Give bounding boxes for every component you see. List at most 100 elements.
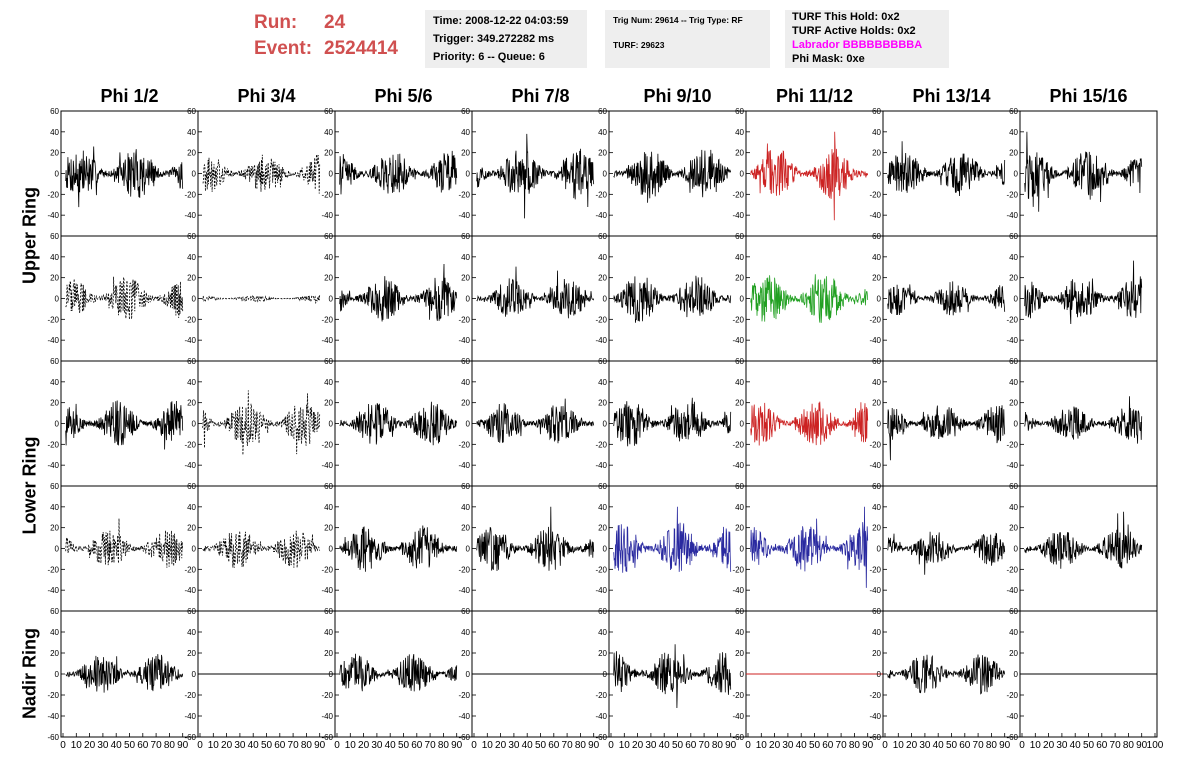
y-tick-label: -20 [732, 691, 744, 700]
y-tick-label: 60 [187, 357, 196, 366]
y-tick-label: 40 [1009, 128, 1018, 137]
y-tick-label: 60 [598, 482, 607, 491]
y-tick-label: 40 [735, 628, 744, 637]
run-label: Run: [254, 12, 298, 33]
waveform-trace [202, 153, 321, 194]
waveform-panel: -40 -20 0 20 40 60 [321, 482, 473, 612]
y-tick-label: -40 [1006, 461, 1018, 470]
x-tick-label: 30 [508, 740, 520, 751]
y-tick-label: 0 [740, 670, 745, 679]
waveform-panel: -40 -20 0 20 40 60 [458, 232, 610, 362]
y-tick-label: -20 [458, 565, 470, 574]
x-tick-label: 10 [71, 740, 83, 751]
waveform-trace [1024, 260, 1143, 325]
y-tick-label: 20 [598, 274, 607, 283]
panel-frame [1019, 110, 1158, 237]
y-tick-label: 60 [187, 232, 196, 241]
y-tick-label: -20 [458, 440, 470, 449]
x-tick-label: 30 [919, 740, 931, 751]
x-tick-label: 80 [438, 740, 450, 751]
y-tick-label: 60 [872, 107, 881, 116]
y-tick-label: 60 [461, 357, 470, 366]
y-tick-label: 40 [872, 253, 881, 262]
x-tick-label: 40 [522, 740, 534, 751]
y-tick-label: 40 [461, 378, 470, 387]
y-tick-label: 40 [50, 378, 59, 387]
y-tick-label: 0 [740, 170, 745, 179]
waveform-panel: -40 -20 0 20 40 60 [595, 482, 747, 612]
x-tick-label: 60 [1096, 740, 1108, 751]
y-tick-label: 0 [466, 545, 471, 554]
y-tick-label: 0 [329, 420, 334, 429]
x-tick-label: 10 [208, 740, 220, 751]
waveform-trace [476, 506, 595, 572]
event-label: Event: [254, 38, 313, 59]
waveform-panel: -60 -40 -20 0 20 40 60 [184, 607, 336, 742]
x-tick-label: 0 [60, 740, 66, 751]
waveform-trace [887, 405, 1006, 461]
y-tick-label: 60 [598, 232, 607, 241]
y-tick-label: 60 [1009, 107, 1018, 116]
waveform-trace [202, 294, 321, 304]
x-tick-label: 0 [882, 740, 888, 751]
waveform-panel: -40 -20 0 20 40 60 [1006, 357, 1158, 487]
x-tick-label: 20 [221, 740, 233, 751]
waveform-trace [1024, 131, 1143, 212]
y-tick-label: 60 [598, 107, 607, 116]
y-tick-label: 20 [50, 274, 59, 283]
x-tick-label: 60 [548, 740, 560, 751]
waveform-panel: -40 -20 0 20 40 60 [184, 232, 336, 362]
y-tick-label: 40 [324, 628, 333, 637]
waveform-panel: -40 -20 0 20 40 60 [184, 107, 336, 237]
y-tick-label: -20 [458, 190, 470, 199]
y-tick-label: -20 [732, 440, 744, 449]
y-tick-label: 40 [1009, 503, 1018, 512]
y-tick-label: 0 [466, 420, 471, 429]
y-tick-label: -60 [869, 733, 881, 742]
y-tick-label: 40 [187, 128, 196, 137]
y-tick-label: -20 [595, 315, 607, 324]
turf-info-panel: TURF This Hold: 0x2 TURF Active Holds: 0… [785, 10, 949, 68]
x-tick-label: 100 [1147, 740, 1164, 751]
x-tick-label: 90 [451, 740, 463, 751]
waveform-panel: -40 -20 0 20 40 60 [869, 357, 1021, 487]
panel-frame [882, 360, 1021, 487]
waveform-panel: -40 -20 0 20 40 60 [321, 107, 473, 237]
y-tick-label: -40 [869, 712, 881, 721]
y-tick-label: -40 [321, 712, 333, 721]
x-tick-label: 30 [782, 740, 794, 751]
x-tick-label: 90 [999, 740, 1011, 751]
y-tick-label: 40 [461, 628, 470, 637]
waveform-panel: -40 -20 0 20 40 60 [732, 482, 884, 612]
waveform-panel: -60 -40 -20 0 20 40 60 [458, 607, 610, 742]
y-tick-label: 0 [329, 670, 334, 679]
y-tick-label: 0 [329, 545, 334, 554]
y-tick-label: -40 [458, 211, 470, 220]
y-tick-label: 20 [1009, 524, 1018, 533]
y-tick-label: 40 [1009, 378, 1018, 387]
y-tick-label: -20 [869, 565, 881, 574]
y-tick-label: -20 [47, 190, 59, 199]
y-tick-label: 20 [735, 649, 744, 658]
y-tick-label: -40 [321, 336, 333, 345]
y-tick-label: 20 [1009, 649, 1018, 658]
waveform-panel: -60 -40 -20 0 20 40 60 [1006, 607, 1158, 742]
y-tick-label: -20 [1006, 315, 1018, 324]
waveform-trace [887, 281, 1006, 316]
y-tick-label: -20 [595, 440, 607, 449]
waveform-panel: -40 -20 0 20 40 60 [1006, 482, 1158, 612]
y-tick-label: 0 [55, 295, 60, 304]
waveform-trace [202, 390, 321, 456]
y-tick-label: 60 [50, 482, 59, 491]
y-tick-label: -20 [595, 691, 607, 700]
x-tick-label: 20 [1043, 740, 1055, 751]
waveform-panel: -40 -20 0 20 40 60 [458, 482, 610, 612]
y-tick-label: 40 [324, 503, 333, 512]
y-tick-label: 0 [877, 170, 882, 179]
y-tick-label: 20 [1009, 399, 1018, 408]
x-tick-label: 50 [946, 740, 958, 751]
y-tick-label: -60 [595, 733, 607, 742]
y-tick-label: 20 [735, 149, 744, 158]
column-title: Phi 5/6 [374, 86, 433, 106]
y-tick-label: -20 [1006, 565, 1018, 574]
